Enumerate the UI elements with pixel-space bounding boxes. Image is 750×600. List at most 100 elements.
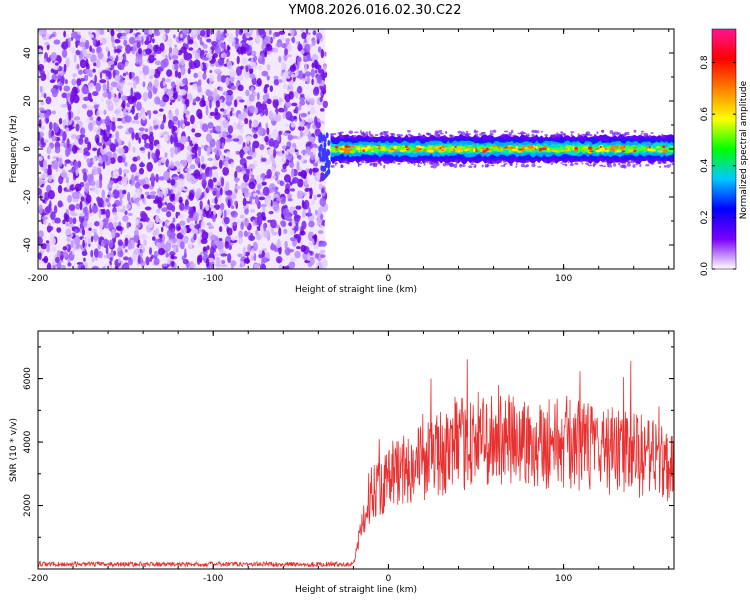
noise-blob [259, 249, 262, 255]
noise-blob [45, 116, 49, 124]
band-edge [617, 132, 621, 135]
noise-blob [126, 221, 130, 229]
noise-blob [240, 29, 244, 34]
noise-blob [316, 172, 321, 180]
noise-blob [99, 251, 103, 259]
noise-blob [173, 87, 176, 92]
noise-blob [314, 209, 318, 216]
noise-blob [163, 81, 166, 87]
noise-blob [47, 71, 50, 81]
band-edge [523, 160, 525, 165]
noise-blob [320, 48, 325, 59]
noise-blob [301, 77, 307, 82]
noise-blob [191, 29, 198, 36]
noise-blob [85, 212, 89, 222]
noise-blob [138, 71, 144, 75]
noise-blob [254, 195, 259, 205]
noise-blob [137, 47, 143, 55]
noise-blob [316, 75, 323, 84]
noise-blob [45, 32, 50, 40]
band-edge [392, 160, 396, 164]
noise-blob [311, 62, 315, 68]
noise-blob [57, 200, 63, 208]
noise-blob [226, 134, 233, 139]
noise-blob [121, 95, 128, 101]
noise-blob [61, 41, 69, 50]
noise-blob [311, 167, 320, 173]
band-speckle [489, 145, 493, 150]
noise-blob [103, 147, 110, 152]
band-edge [454, 159, 458, 163]
noise-blob [88, 222, 93, 227]
noise-blob [304, 38, 307, 43]
x-tick-label: 0 [386, 574, 392, 584]
band-edge [639, 163, 642, 168]
noise-blob [72, 217, 77, 225]
band-edge [666, 164, 671, 168]
noise-blob [320, 224, 324, 230]
noise-blob [220, 263, 228, 268]
band-speckle [527, 144, 534, 149]
noise-blob [252, 241, 258, 252]
ramp-blob [323, 165, 327, 172]
noise-blob [98, 219, 104, 230]
noise-blob [271, 231, 279, 236]
noise-blob [147, 219, 153, 229]
noise-blob [216, 150, 219, 160]
noise-blob [272, 47, 279, 53]
band-speckle [604, 150, 610, 152]
noise-blob [52, 258, 56, 266]
noise-blob [159, 132, 163, 137]
noise-blob [102, 160, 106, 170]
noise-blob [212, 214, 216, 223]
band-speckle [421, 147, 424, 150]
noise-blob [320, 108, 325, 112]
noise-blob [67, 194, 73, 203]
band-speckle [587, 146, 593, 150]
band-edge [544, 159, 547, 164]
band-edge [470, 163, 475, 166]
colorbar-tick-label: 0.0 [700, 262, 710, 277]
noise-blob [206, 146, 211, 157]
noise-blob [131, 49, 136, 55]
noise-blob [42, 199, 46, 204]
noise-blob [248, 149, 254, 156]
noise-blob [50, 33, 55, 38]
noise-blob [165, 252, 170, 258]
noise-blob [42, 110, 47, 114]
colorbar-tick-label: 0.4 [700, 158, 710, 173]
noise-blob [58, 117, 63, 125]
noise-blob [65, 57, 70, 68]
noise-blob [170, 179, 176, 186]
noise-blob [76, 149, 84, 154]
noise-blob [303, 171, 307, 180]
noise-blob [123, 256, 129, 261]
band-edge [330, 133, 335, 136]
band-edge [384, 133, 389, 137]
noise-blob [299, 230, 306, 236]
noise-blob [313, 244, 319, 250]
band-speckle [661, 145, 666, 149]
band-edge [380, 131, 383, 135]
noise-blob [106, 125, 110, 134]
noise-blob [157, 191, 164, 199]
noise-blob [102, 208, 106, 215]
colorbar-tick-label: 0.2 [700, 210, 710, 224]
noise-blob [66, 235, 72, 243]
noise-blob [240, 170, 248, 174]
noise-blob [155, 173, 159, 183]
noise-blob [280, 181, 285, 187]
band-edge [662, 160, 666, 164]
band-edge [648, 134, 652, 138]
band-speckle [524, 146, 529, 150]
noise-blob [278, 245, 282, 255]
band-edge [465, 133, 468, 136]
band-edge [633, 129, 637, 133]
noise-blob [161, 120, 165, 129]
band-speckle [599, 147, 605, 152]
noise-blob [108, 221, 114, 232]
noise-blob [217, 58, 225, 66]
noise-blob [162, 113, 166, 124]
noise-blob [214, 236, 220, 245]
band-edge [450, 135, 455, 138]
